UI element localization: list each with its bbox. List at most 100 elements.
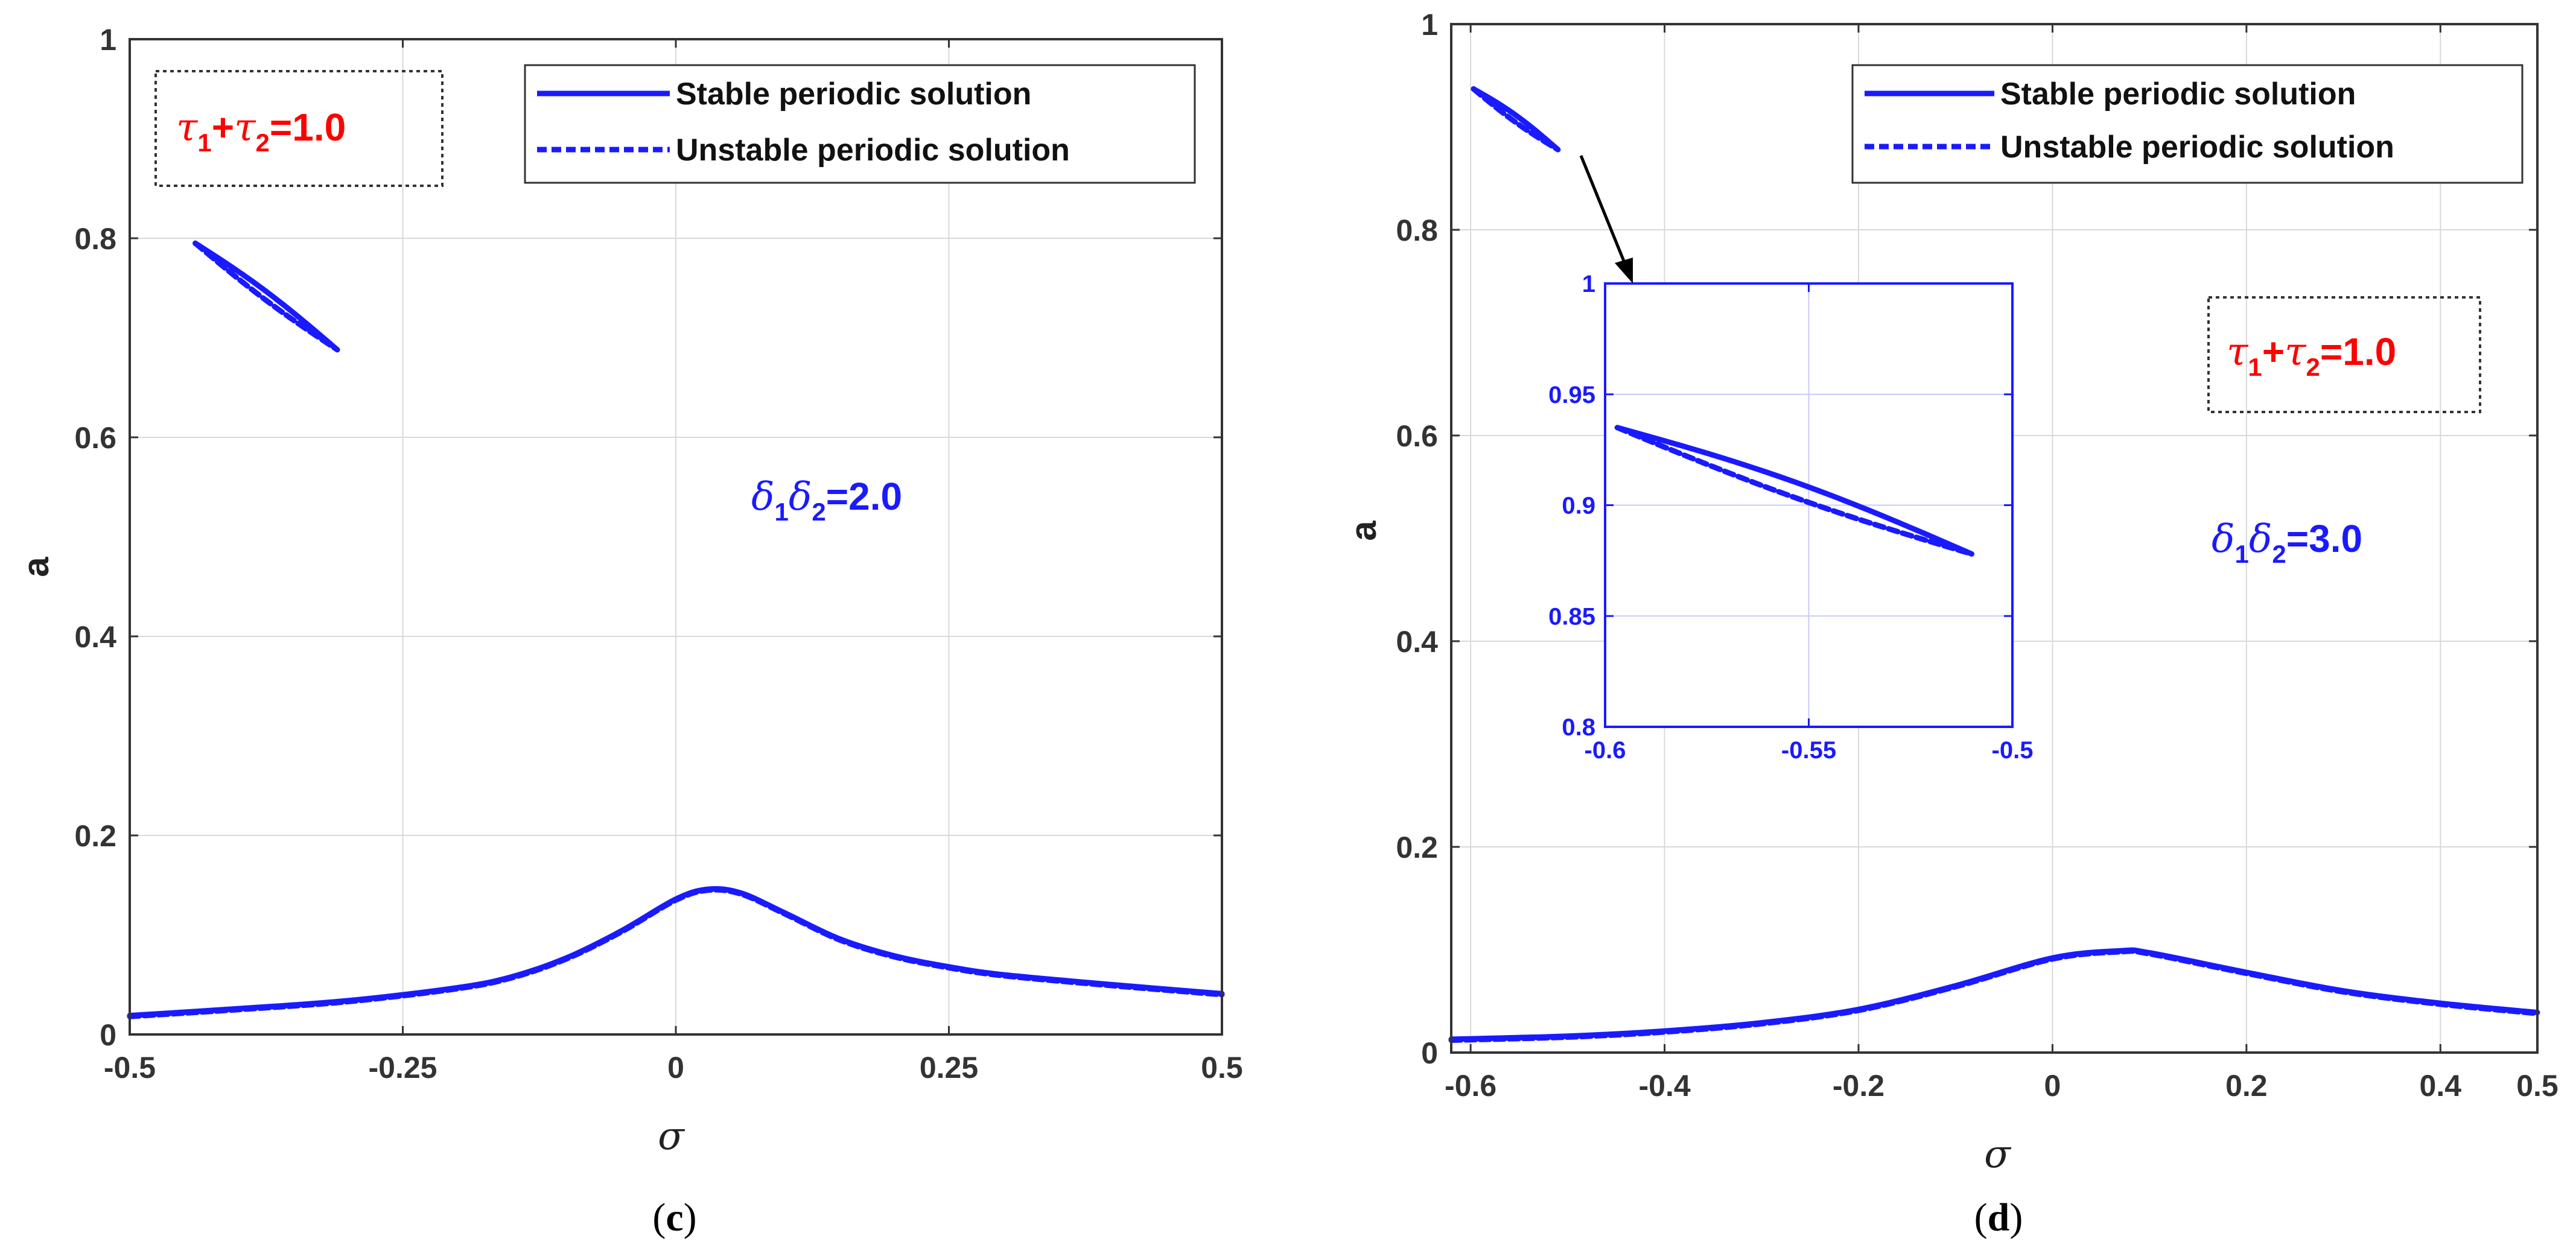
x-axis-label-d: σ <box>1984 1132 2012 1177</box>
stable-loop-branch <box>192 240 340 353</box>
x-tick-label: -0.4 <box>1638 1069 1690 1103</box>
tau-sum-label-d: τ1+τ2=1.0 <box>2227 330 2396 381</box>
y-tick-label: 0 <box>1421 1036 1438 1070</box>
y-tick-label: 0.4 <box>1396 625 1438 659</box>
y-tick-label: 1 <box>1582 271 1595 297</box>
y-tick-label: 1 <box>100 23 116 57</box>
delta1-subscript-d: 1 <box>2235 540 2249 568</box>
zoom-arrow <box>1579 155 1633 283</box>
x-tick-label: 0 <box>667 1051 684 1085</box>
y-tick-label: 0.8 <box>1396 214 1438 247</box>
delta2-subscript-c: 2 <box>812 498 825 526</box>
panel-label-c: (c) <box>652 1196 696 1240</box>
x-tick-label: -0.2 <box>1833 1069 1884 1103</box>
panel-c: -0.5 -0.25 0 0.25 0.5 0 0.2 0.4 0.6 0.8 1 Stable p… <box>16 23 1243 1240</box>
unstable-branch-line <box>127 887 1225 1019</box>
y-tick-label: 0.6 <box>74 421 116 455</box>
tau-annotation-d: τ1+τ2=1.0 <box>2207 296 2481 413</box>
legend-stable-label-c: Stable periodic solution <box>676 77 1031 112</box>
zoom-arrow-head <box>1615 258 1633 283</box>
x-tick-label: 0.2 <box>2225 1069 2268 1103</box>
curves-d <box>1448 86 2540 1044</box>
x-tick-label: 0.25 <box>920 1051 978 1085</box>
legend-unstable-label-d: Unstable periodic solution <box>2000 130 2394 165</box>
y-axis-label-c: a <box>16 557 56 577</box>
x-tick-label: -0.6 <box>1585 737 1626 764</box>
x-tick-label: 0.5 <box>2516 1069 2559 1103</box>
tau1-subscript-c: 1 <box>197 128 211 157</box>
unstable-loop-branch <box>192 240 340 353</box>
y-tick-label: 0.95 <box>1548 382 1595 408</box>
tau2-symbol-c: τ <box>234 106 256 150</box>
inset-ticks: -0.6 -0.55 -0.5 0.8 0.85 0.9 0.95 1 <box>1548 271 2033 764</box>
tau-plus-d: + <box>2262 330 2285 373</box>
unstable-loop-branch <box>1471 86 1561 153</box>
y-axis-label-d: a <box>1343 521 1384 541</box>
delta1-subscript-c: 1 <box>775 498 789 526</box>
y-tick-label: 0.4 <box>74 620 116 654</box>
tau1-symbol-c: τ <box>176 106 199 150</box>
tau1-symbol-d: τ <box>2227 330 2249 375</box>
legend-box-c <box>524 64 1196 184</box>
delta-value-d: =3.0 <box>2286 517 2362 560</box>
y-tick-label: 1 <box>1421 8 1438 42</box>
tau-annotation-c: τ1+τ2=1.0 <box>154 70 444 187</box>
delta1-symbol-d: δ <box>2212 517 2235 562</box>
ticks-c: -0.5 -0.25 0 0.25 0.5 0 0.2 0.4 0.6 0.8 1 <box>74 23 1242 1085</box>
x-axis-label-c: σ <box>658 1114 685 1159</box>
stable-loop-branch <box>1471 86 1561 153</box>
delta-product-label-d: δ1δ2=3.0 <box>2212 517 2362 568</box>
unstable-branch-line <box>1448 948 2540 1044</box>
x-tick-label: -0.5 <box>1992 737 2034 764</box>
inset-curves <box>1614 425 1974 557</box>
delta1-symbol-c: δ <box>751 475 775 519</box>
y-tick-label: 0.6 <box>1396 419 1438 453</box>
legend-c: Stable periodic solution Unstable period… <box>524 64 1196 184</box>
y-tick-label: 0.9 <box>1562 493 1595 519</box>
stable-loop-branch <box>1614 425 1974 557</box>
legend-d: Stable periodic solution Unstable period… <box>1851 64 2524 184</box>
x-tick-label: -0.6 <box>1445 1069 1496 1103</box>
tau1-subscript-d: 1 <box>2248 353 2262 381</box>
unstable-loop-branch <box>1614 425 1974 557</box>
axes-box-d <box>1450 23 2539 1054</box>
legend-box-d <box>1851 64 2524 184</box>
tau-plus-c: + <box>212 106 234 149</box>
y-tick-label: 0.8 <box>1562 714 1595 741</box>
delta-product-label-c: δ1δ2=2.0 <box>751 475 902 526</box>
tau-value-d: =1.0 <box>2320 330 2396 373</box>
y-tick-label: 0.85 <box>1548 603 1595 630</box>
delta2-subscript-d: 2 <box>2272 540 2286 568</box>
tau2-subscript-d: 2 <box>2306 353 2320 381</box>
tau2-symbol-d: τ <box>2285 330 2307 375</box>
delta2-symbol-c: δ <box>789 475 812 519</box>
x-tick-label: 0.4 <box>2420 1069 2462 1103</box>
y-tick-label: 0 <box>100 1018 116 1052</box>
panel-letter-c: c <box>666 1196 683 1240</box>
legend-unstable-label-c: Unstable periodic solution <box>676 133 1070 168</box>
x-tick-label: -0.55 <box>1781 737 1836 764</box>
y-tick-label: 0.8 <box>74 222 116 256</box>
panel-label-d: (d) <box>1974 1196 2023 1240</box>
tau-annotation-box-d <box>2207 296 2481 413</box>
tau-sum-label-c: τ1+τ2=1.0 <box>176 106 346 157</box>
curves-c <box>127 240 1225 1019</box>
y-tick-label: 0.2 <box>74 819 116 853</box>
y-tick-label: 0.2 <box>1396 831 1438 864</box>
inset-d: -0.6 -0.55 -0.5 0.8 0.85 0.9 0.95 1 <box>1548 271 2033 764</box>
grid-c <box>130 39 1222 1034</box>
panel-letter-d: d <box>1988 1196 2010 1240</box>
x-tick-label: 0 <box>2044 1069 2061 1103</box>
x-tick-label: -0.25 <box>369 1051 437 1085</box>
panel-d: -0.6 -0.4 -0.2 0 0.2 0.4 0.5 0 0.2 0.4 0.6 0.8 1 Sta… <box>1343 8 2559 1240</box>
tau2-subscript-c: 2 <box>256 128 270 157</box>
ticks-d: -0.6 -0.4 -0.2 0 0.2 0.4 0.5 0 0.2 0.4 0.6 0.8 1 <box>1396 8 2558 1103</box>
tau-annotation-box-c <box>154 70 444 187</box>
delta-value-c: =2.0 <box>826 475 902 518</box>
legend-stable-label-d: Stable periodic solution <box>2000 77 2356 112</box>
x-tick-label: -0.5 <box>104 1051 156 1085</box>
zoom-arrow-shaft <box>1579 155 1627 266</box>
delta2-symbol-d: δ <box>2249 517 2272 562</box>
tau-value-c: =1.0 <box>270 106 346 149</box>
